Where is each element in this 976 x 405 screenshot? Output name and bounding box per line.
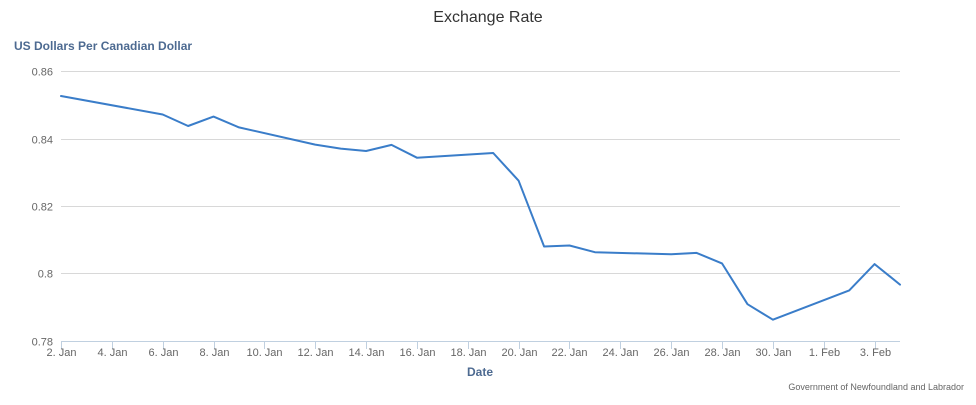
data-point[interactable] xyxy=(413,154,421,162)
x-tick-label: 3. Feb xyxy=(860,347,891,359)
x-tick-label: 28. Jan xyxy=(704,347,740,359)
x-tick-label: 2. Jan xyxy=(47,347,77,359)
data-point[interactable] xyxy=(235,123,243,131)
data-point[interactable] xyxy=(566,242,574,250)
x-tick-label: 18. Jan xyxy=(450,347,486,359)
credits-text: Government of Newfoundland and Labrador xyxy=(788,382,964,392)
x-tick-label: 4. Jan xyxy=(98,347,128,359)
data-point[interactable] xyxy=(184,122,192,130)
data-point[interactable] xyxy=(591,248,599,256)
axis-layer: 0.86 0.84 0.82 0.8 0.782. Jan 4. Jan 6. Jan 8. … xyxy=(32,67,900,359)
data-point[interactable] xyxy=(896,281,904,289)
data-point[interactable] xyxy=(159,111,167,119)
x-tick-label: 10. Jan xyxy=(246,347,282,359)
data-point[interactable] xyxy=(337,145,345,153)
x-tick-label: 24. Jan xyxy=(602,347,638,359)
x-tick-label: 20. Jan xyxy=(501,347,537,359)
series-layer xyxy=(57,92,904,324)
chart-title: Exchange Rate xyxy=(433,9,543,26)
x-tick-label: 8. Jan xyxy=(200,347,230,359)
x-tick-label: 30. Jan xyxy=(755,347,791,359)
y-tick-label: 0.78 xyxy=(32,337,53,349)
data-point[interactable] xyxy=(693,249,701,257)
data-point[interactable] xyxy=(515,177,523,185)
data-point[interactable] xyxy=(57,92,65,100)
text-layer: Exchange Rate US Dollars Per Canadian Do… xyxy=(14,9,964,392)
x-tick-label: 14. Jan xyxy=(348,347,384,359)
data-point[interactable] xyxy=(388,141,396,149)
x-tick-label: 12. Jan xyxy=(297,347,333,359)
y-tick-label: 0.84 xyxy=(32,135,53,147)
data-point[interactable] xyxy=(667,250,675,258)
data-point[interactable] xyxy=(845,286,853,294)
y-tick-label: 0.8 xyxy=(38,269,53,281)
grid-layer xyxy=(61,71,900,342)
series-line xyxy=(60,95,901,321)
y-tick-label: 0.82 xyxy=(32,202,53,214)
y-tick-label: 0.86 xyxy=(32,67,53,79)
data-point[interactable] xyxy=(744,300,752,308)
data-point[interactable] xyxy=(210,113,218,121)
x-tick-label: 6. Jan xyxy=(149,347,179,359)
data-point[interactable] xyxy=(718,259,726,267)
data-point[interactable] xyxy=(871,260,879,268)
x-tick-label: 16. Jan xyxy=(399,347,435,359)
x-tick-label: 1. Feb xyxy=(809,347,840,359)
x-axis-title: Date xyxy=(467,365,493,379)
data-point[interactable] xyxy=(311,141,319,149)
data-point[interactable] xyxy=(489,149,497,157)
x-tick-label: 22. Jan xyxy=(551,347,587,359)
y-axis-title: US Dollars Per Canadian Dollar xyxy=(14,39,192,53)
x-tick-label: 26. Jan xyxy=(653,347,689,359)
data-point[interactable] xyxy=(769,316,777,324)
data-point[interactable] xyxy=(362,147,370,155)
data-point[interactable] xyxy=(540,243,548,251)
